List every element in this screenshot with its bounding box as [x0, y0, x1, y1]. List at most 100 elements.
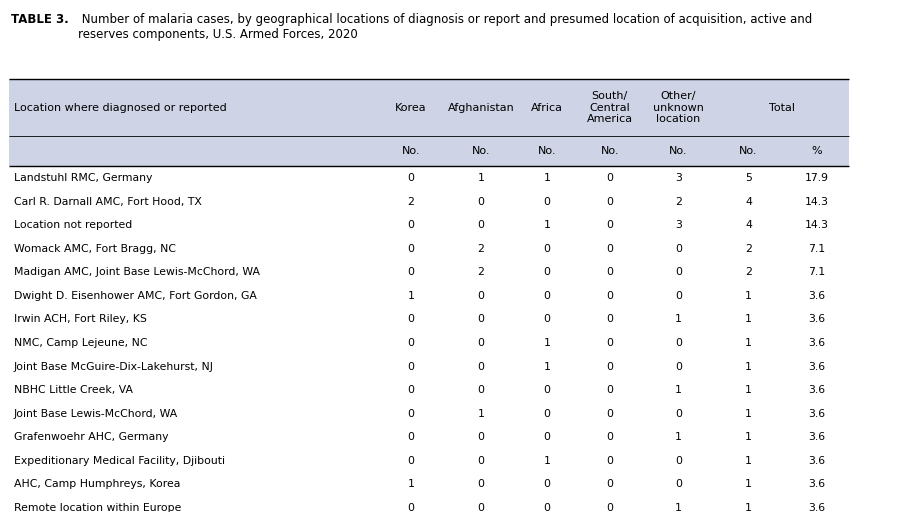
Text: 0: 0	[675, 267, 682, 278]
Text: %: %	[812, 146, 823, 156]
Text: 4: 4	[745, 220, 752, 230]
Text: Womack AMC, Fort Bragg, NC: Womack AMC, Fort Bragg, NC	[14, 244, 176, 254]
Text: Expeditionary Medical Facility, Djibouti: Expeditionary Medical Facility, Djibouti	[14, 456, 225, 466]
Text: 1: 1	[544, 173, 551, 183]
Text: Irwin ACH, Fort Riley, KS: Irwin ACH, Fort Riley, KS	[14, 314, 146, 325]
Text: 17.9: 17.9	[805, 173, 829, 183]
Text: 0: 0	[478, 291, 484, 301]
Text: 0: 0	[478, 220, 484, 230]
Text: 3.6: 3.6	[809, 361, 825, 372]
Text: No.: No.	[600, 146, 619, 156]
Text: 0: 0	[407, 173, 414, 183]
Bar	[9, 237, 849, 261]
Text: 0: 0	[607, 267, 613, 278]
Text: No.: No.	[471, 146, 490, 156]
Text: 0: 0	[478, 456, 484, 466]
Text: 1: 1	[745, 385, 752, 395]
Text: 0: 0	[607, 503, 613, 512]
Text: Dwight D. Eisenhower AMC, Fort Gordon, GA: Dwight D. Eisenhower AMC, Fort Gordon, G…	[14, 291, 256, 301]
Text: Afghanistan: Afghanistan	[447, 102, 514, 113]
Text: 1: 1	[675, 432, 682, 442]
Text: 0: 0	[407, 432, 414, 442]
Text: 3.6: 3.6	[809, 291, 825, 301]
Text: 3.6: 3.6	[809, 479, 825, 489]
Text: TABLE 3.: TABLE 3.	[11, 13, 69, 26]
Text: 7.1: 7.1	[809, 244, 825, 254]
Text: 0: 0	[607, 220, 613, 230]
Text: Madigan AMC, Joint Base Lewis-McChord, WA: Madigan AMC, Joint Base Lewis-McChord, W…	[14, 267, 260, 278]
Text: 0: 0	[607, 291, 613, 301]
Text: 0: 0	[607, 338, 613, 348]
Text: 0: 0	[478, 361, 484, 372]
Text: Location not reported: Location not reported	[14, 220, 132, 230]
Text: 0: 0	[478, 432, 484, 442]
Bar	[9, 190, 849, 214]
Text: 2: 2	[745, 244, 752, 254]
Bar	[9, 378, 849, 402]
Text: 0: 0	[407, 267, 414, 278]
Bar	[9, 331, 849, 355]
Text: 3.6: 3.6	[809, 503, 825, 512]
Text: 1: 1	[675, 385, 682, 395]
Bar	[9, 166, 849, 190]
Text: 1: 1	[544, 456, 551, 466]
Bar	[9, 214, 849, 237]
Text: Korea: Korea	[395, 102, 426, 113]
Text: Location where diagnosed or reported: Location where diagnosed or reported	[14, 102, 227, 113]
Text: 0: 0	[407, 314, 414, 325]
Text: 0: 0	[607, 197, 613, 207]
Text: 1: 1	[745, 432, 752, 442]
Text: 1: 1	[745, 503, 752, 512]
Bar	[9, 402, 849, 425]
Text: 2: 2	[407, 197, 414, 207]
Text: 2: 2	[478, 244, 484, 254]
Text: 0: 0	[675, 361, 682, 372]
Text: 0: 0	[407, 220, 414, 230]
Text: Grafenwoehr AHC, Germany: Grafenwoehr AHC, Germany	[14, 432, 168, 442]
Text: Total: Total	[770, 102, 795, 113]
Text: 4: 4	[745, 197, 752, 207]
Text: 0: 0	[407, 503, 414, 512]
Text: Number of malaria cases, by geographical locations of diagnosis or report and pr: Number of malaria cases, by geographical…	[78, 13, 812, 41]
Text: 1: 1	[675, 314, 682, 325]
Text: Joint Base Lewis-McChord, WA: Joint Base Lewis-McChord, WA	[14, 409, 178, 419]
Text: 0: 0	[607, 432, 613, 442]
Text: 3.6: 3.6	[809, 338, 825, 348]
Text: 0: 0	[675, 338, 682, 348]
Text: 0: 0	[607, 244, 613, 254]
Text: Remote location within Europe: Remote location within Europe	[14, 503, 181, 512]
Text: 3.6: 3.6	[809, 456, 825, 466]
Text: 0: 0	[407, 409, 414, 419]
Text: Landstuhl RMC, Germany: Landstuhl RMC, Germany	[14, 173, 152, 183]
Text: 0: 0	[478, 197, 484, 207]
Text: Carl R. Darnall AMC, Fort Hood, TX: Carl R. Darnall AMC, Fort Hood, TX	[14, 197, 201, 207]
Bar	[9, 284, 849, 308]
Text: 1: 1	[407, 291, 414, 301]
Bar	[9, 425, 849, 449]
Text: 0: 0	[544, 244, 551, 254]
Text: 0: 0	[607, 456, 613, 466]
Text: No.: No.	[538, 146, 556, 156]
Text: 0: 0	[607, 385, 613, 395]
Text: No.: No.	[739, 146, 758, 156]
Text: 1: 1	[544, 338, 551, 348]
Text: 0: 0	[544, 197, 551, 207]
Text: NBHC Little Creek, VA: NBHC Little Creek, VA	[14, 385, 133, 395]
Text: Africa: Africa	[532, 102, 563, 113]
Text: 0: 0	[544, 291, 551, 301]
Text: 2: 2	[478, 267, 484, 278]
Bar	[9, 496, 849, 512]
Text: 1: 1	[745, 456, 752, 466]
Text: 3: 3	[675, 220, 682, 230]
Text: 5: 5	[745, 173, 752, 183]
Text: 7.1: 7.1	[809, 267, 825, 278]
Text: 1: 1	[745, 361, 752, 372]
Text: 0: 0	[478, 338, 484, 348]
Text: 0: 0	[478, 385, 484, 395]
Text: South/
Central
America: South/ Central America	[587, 91, 633, 124]
Text: 1: 1	[745, 291, 752, 301]
Text: 0: 0	[407, 385, 414, 395]
Text: 0: 0	[607, 409, 613, 419]
Text: 0: 0	[675, 244, 682, 254]
Text: 3: 3	[675, 173, 682, 183]
